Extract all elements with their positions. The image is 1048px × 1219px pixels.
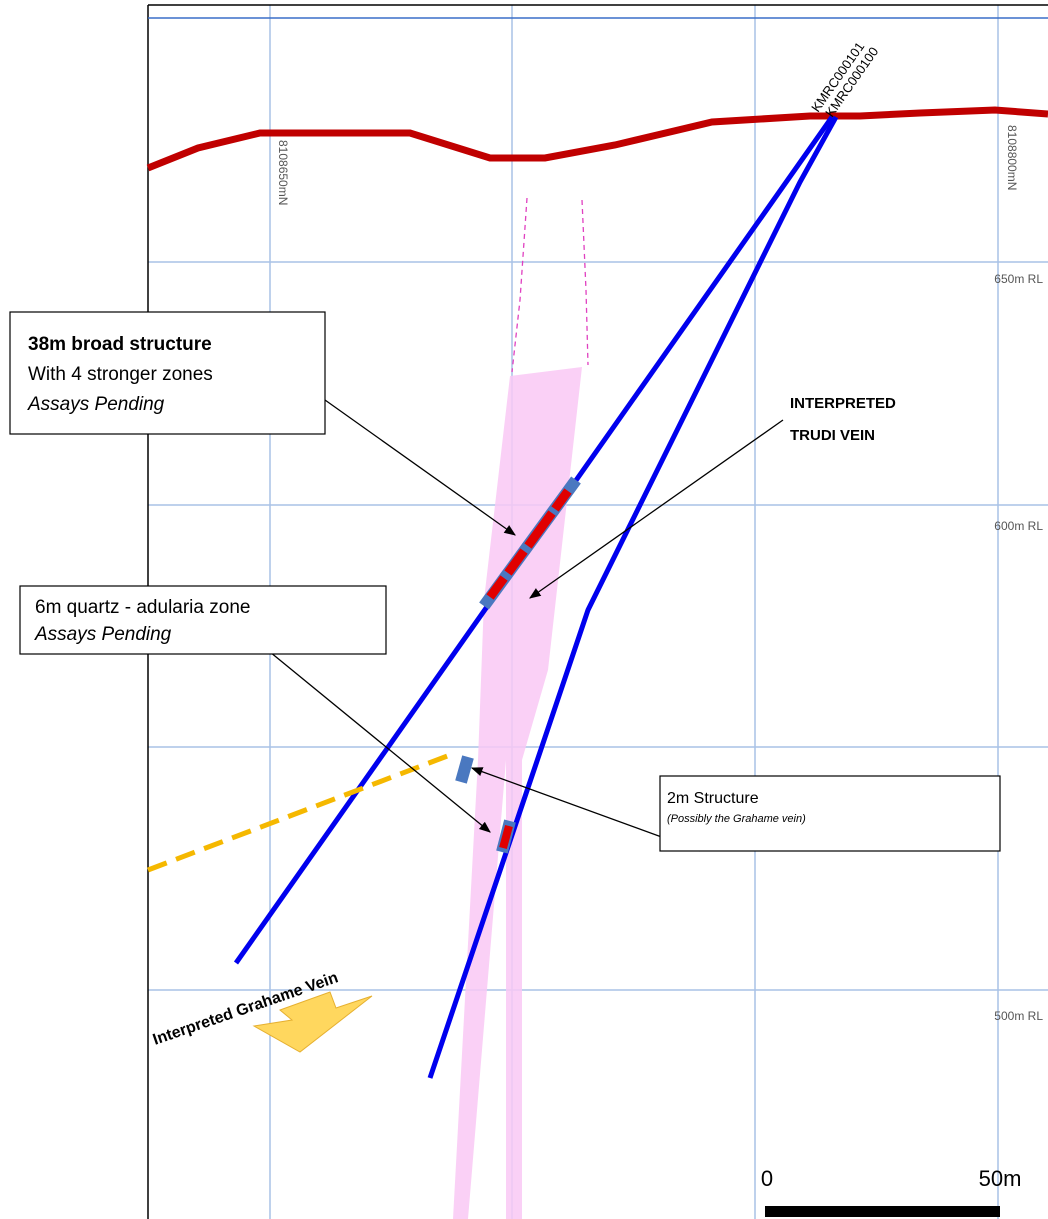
intercept xyxy=(455,755,474,784)
pointer xyxy=(324,399,516,536)
vein-zone xyxy=(453,367,582,1219)
pointer xyxy=(269,651,491,833)
intercept xyxy=(499,824,513,850)
topography xyxy=(146,106,1048,172)
callout-text: With 4 stronger zones xyxy=(28,364,213,385)
intercept xyxy=(524,510,556,549)
callout-title: INTERPRETED xyxy=(790,395,896,412)
scale-bar xyxy=(765,1206,1000,1217)
level-label: 600m RL xyxy=(994,519,1043,533)
scale-label: 0 xyxy=(761,1166,773,1191)
callout-box xyxy=(19,585,387,655)
level-label: 650m RL xyxy=(994,272,1043,286)
direction-arrow xyxy=(252,991,373,1053)
grahame-vein xyxy=(147,752,451,873)
callout-title: 2m Structure xyxy=(667,790,759,807)
intercept xyxy=(504,548,528,576)
grid xyxy=(148,5,1048,1219)
callout-box xyxy=(659,775,1001,852)
northing-label: 8108650mN xyxy=(276,140,290,205)
level-label: 500m RL xyxy=(994,1009,1043,1023)
intercept xyxy=(486,575,508,600)
callout-text: Assays Pending xyxy=(27,394,165,415)
northing-label: 8108800mN xyxy=(1005,125,1019,190)
callout-text: Assays Pending xyxy=(34,624,172,645)
intercept xyxy=(551,488,572,512)
scale-label: 50m xyxy=(979,1166,1022,1191)
callout-box xyxy=(9,311,326,435)
callout-title: 6m quartz - adularia zone xyxy=(35,597,250,618)
callout-title: 38m broad structure xyxy=(28,334,212,355)
callout-text: TRUDI VEIN xyxy=(790,427,875,444)
vein-trace xyxy=(511,197,528,373)
vein-trace xyxy=(581,199,589,366)
pointer xyxy=(529,419,784,599)
callout-text: (Possibly the Grahame vein) xyxy=(667,813,806,825)
